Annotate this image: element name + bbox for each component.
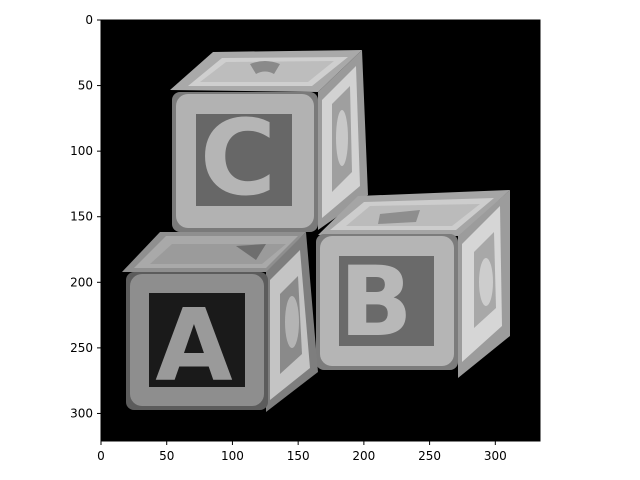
block-a-letter: A xyxy=(155,287,232,404)
block-b-letter: B xyxy=(339,246,412,358)
y-tick-label: 50 xyxy=(78,79,93,93)
block-c: C xyxy=(170,50,368,232)
y-tick-label: 200 xyxy=(70,275,93,289)
y-tick-label: 100 xyxy=(70,144,93,158)
x-tick-label: 100 xyxy=(221,449,244,463)
image-area: C B xyxy=(101,20,540,441)
x-axis-ticks: 0 50 100 150 200 250 300 xyxy=(97,441,507,463)
x-tick-label: 50 xyxy=(159,449,174,463)
y-axis-ticks: 0 50 100 150 200 250 300 xyxy=(70,13,101,420)
block-b: B xyxy=(316,190,510,378)
x-tick-label: 150 xyxy=(287,449,310,463)
x-tick-label: 200 xyxy=(352,449,375,463)
x-tick-label: 0 xyxy=(97,449,105,463)
x-tick-label: 250 xyxy=(418,449,441,463)
axes-frame xyxy=(100,19,541,442)
block-c-letter: C xyxy=(200,97,276,219)
y-tick-label: 150 xyxy=(70,210,93,224)
x-tick-label: 300 xyxy=(484,449,507,463)
block-a: A xyxy=(122,232,318,412)
y-tick-label: 0 xyxy=(85,13,93,27)
y-tick-label: 300 xyxy=(70,406,93,420)
y-tick-label: 250 xyxy=(70,341,93,355)
